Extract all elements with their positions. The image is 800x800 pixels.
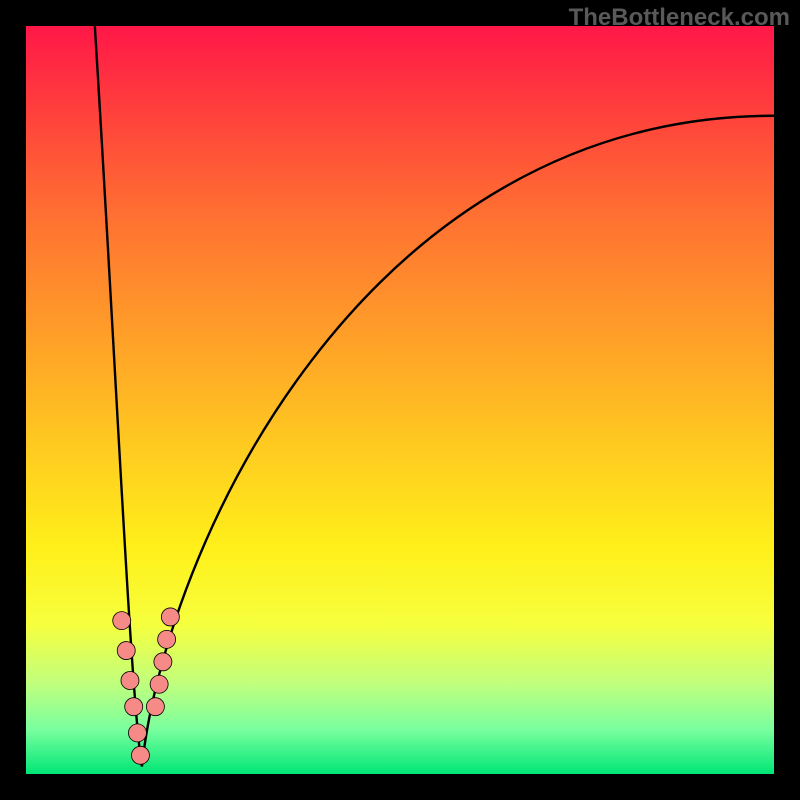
marker-left-4 xyxy=(128,724,146,742)
plot-background xyxy=(26,26,774,774)
watermark-label: TheBottleneck.com xyxy=(569,4,790,32)
marker-right-0 xyxy=(146,698,164,716)
marker-right-3 xyxy=(158,630,176,648)
marker-right-1 xyxy=(150,675,168,693)
bottleneck-chart xyxy=(0,0,800,800)
marker-left-3 xyxy=(125,698,143,716)
marker-right-4 xyxy=(161,608,179,626)
marker-right-2 xyxy=(154,653,172,671)
chart-container: TheBottleneck.com xyxy=(0,0,800,800)
marker-left-1 xyxy=(117,642,135,660)
marker-left-5 xyxy=(131,746,149,764)
marker-left-0 xyxy=(113,612,131,630)
marker-left-2 xyxy=(121,672,139,690)
